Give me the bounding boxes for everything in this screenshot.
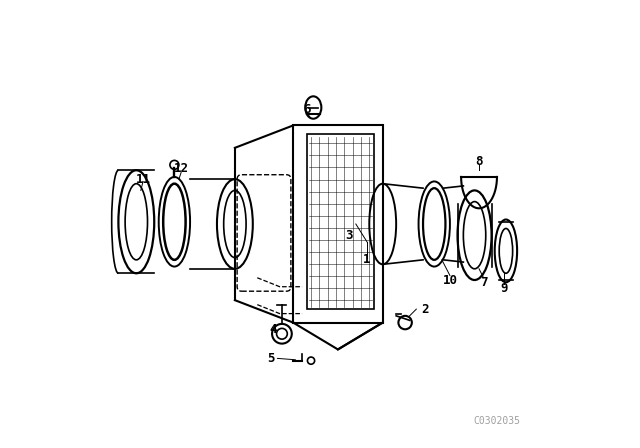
Text: 10: 10 bbox=[442, 273, 458, 287]
Text: 4: 4 bbox=[269, 323, 276, 336]
Text: 5: 5 bbox=[267, 352, 275, 365]
Text: 2: 2 bbox=[422, 302, 429, 316]
Text: 7: 7 bbox=[480, 276, 487, 289]
Text: 9: 9 bbox=[500, 282, 508, 296]
Text: 3: 3 bbox=[346, 228, 353, 242]
Text: 11: 11 bbox=[136, 172, 150, 186]
Text: C0302035: C0302035 bbox=[474, 416, 520, 426]
Text: 8: 8 bbox=[476, 155, 483, 168]
Text: 12: 12 bbox=[173, 161, 189, 175]
Text: 1: 1 bbox=[364, 253, 371, 267]
Text: 6: 6 bbox=[303, 103, 310, 116]
